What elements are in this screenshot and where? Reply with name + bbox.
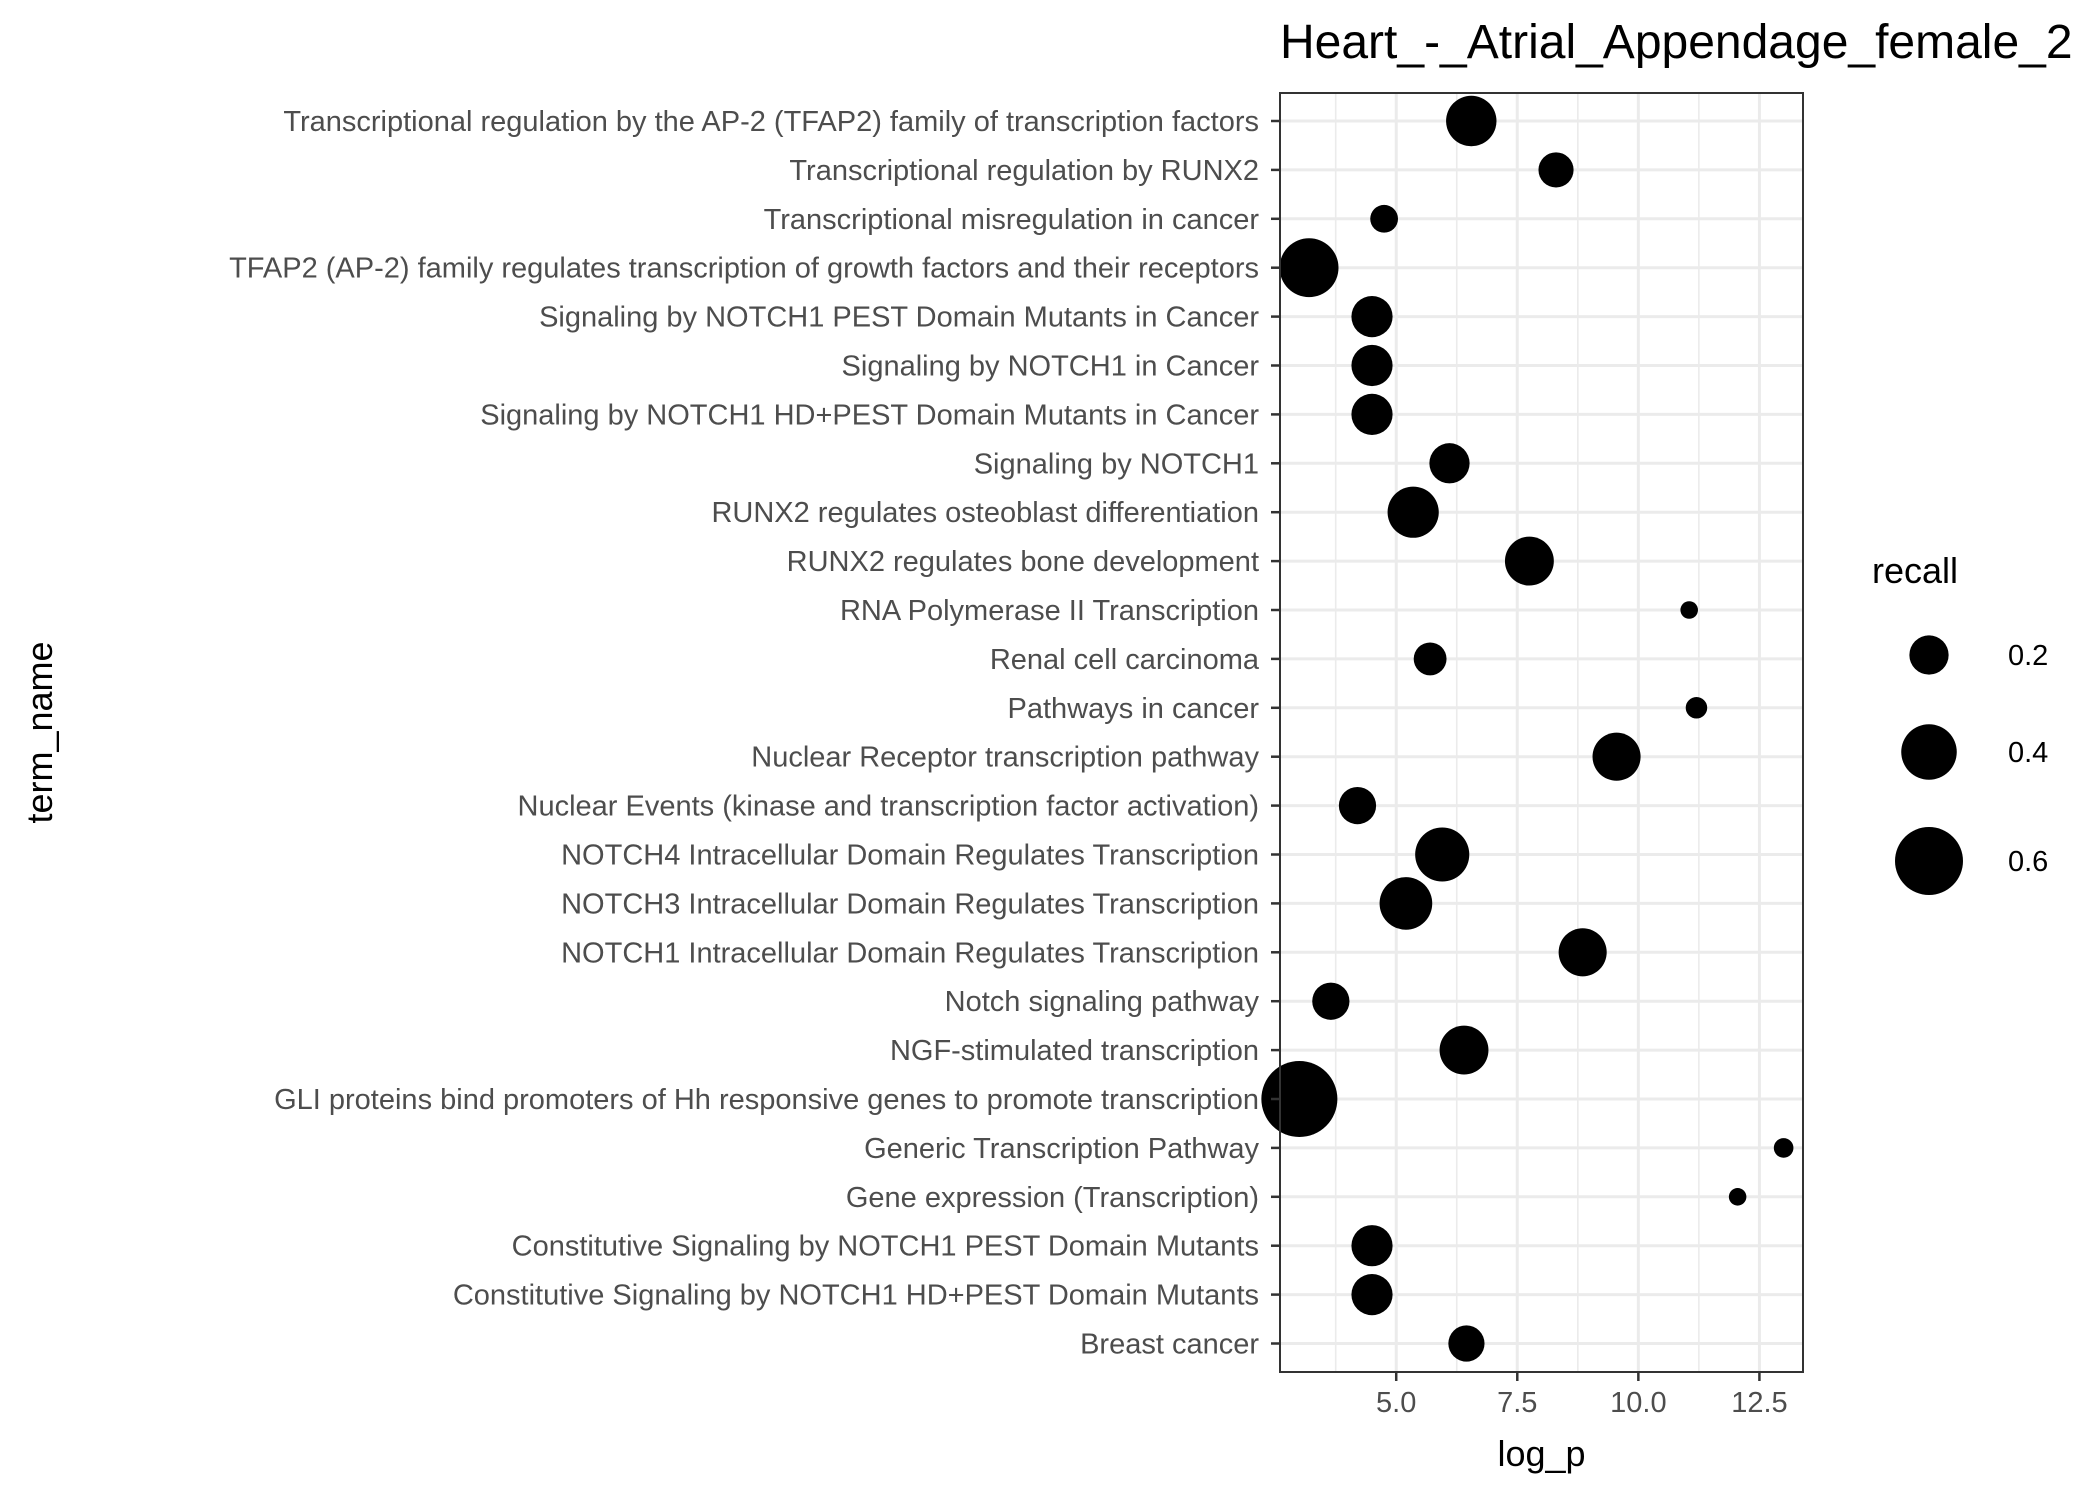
y-axis-title: term_name	[19, 641, 60, 823]
y-tick-label: Generic Transcription Pathway	[864, 1133, 1259, 1165]
x-axis: 5.0 7.5 10.0 12.5	[1376, 1372, 1788, 1419]
data-point	[1439, 1025, 1489, 1075]
data-point	[1279, 238, 1339, 298]
data-point	[1387, 486, 1439, 538]
y-tick-label: Breast cancer	[1080, 1329, 1259, 1361]
legend-label: 0.6	[2008, 846, 2048, 878]
data-point	[1680, 601, 1698, 619]
y-tick-label: Pathways in cancer	[1008, 693, 1260, 725]
x-tick-label: 5.0	[1376, 1387, 1416, 1419]
data-point	[1338, 786, 1377, 825]
y-tick-label: NOTCH4 Intracellular Domain Regulates Tr…	[561, 840, 1259, 872]
size-legend: recall 0.2 0.4 0.6	[1872, 550, 2048, 895]
x-tick-label: 7.5	[1497, 1387, 1537, 1419]
data-point	[1773, 1138, 1794, 1158]
chart-title: Heart_-_Atrial_Appendage_female_2	[1280, 16, 2073, 69]
y-tick-label: Transcriptional regulation by the AP-2 (…	[283, 106, 1259, 138]
y-tick-label: Signaling by NOTCH1 in Cancer	[842, 351, 1260, 383]
data-point	[1351, 344, 1393, 387]
legend-key	[1909, 635, 1949, 675]
y-tick-label: Signaling by NOTCH1	[974, 448, 1259, 480]
x-tick-label: 12.5	[1731, 1387, 1787, 1419]
plot-panel-border	[1279, 92, 1804, 1373]
data-point	[1446, 95, 1497, 147]
legend-title: recall	[1872, 550, 1958, 591]
data-point	[1351, 1225, 1393, 1267]
x-tick-label: 10.0	[1610, 1387, 1666, 1419]
y-tick-label: Transcriptional misregulation in cancer	[764, 204, 1260, 236]
data-points	[1261, 95, 1794, 1362]
data-point	[1592, 732, 1641, 781]
data-point	[1448, 1325, 1485, 1362]
y-tick-label: GLI proteins bind promoters of Hh respon…	[274, 1084, 1259, 1116]
y-tick-label: NOTCH1 Intracellular Domain Regulates Tr…	[561, 937, 1259, 969]
y-tick-label: Transcriptional regulation by RUNX2	[789, 155, 1259, 187]
y-tick-label: RUNX2 regulates bone development	[787, 546, 1259, 578]
y-tick-label: Gene expression (Transcription)	[846, 1182, 1259, 1214]
y-tick-label: NGF-stimulated transcription	[890, 1035, 1259, 1067]
data-point	[1351, 1274, 1393, 1316]
data-point	[1538, 152, 1574, 188]
data-point	[1351, 296, 1393, 338]
y-tick-label: NOTCH3 Intracellular Domain Regulates Tr…	[561, 888, 1259, 920]
y-tick-label: Renal cell carcinoma	[990, 644, 1260, 676]
data-point	[1379, 877, 1433, 930]
x-axis-title: log_p	[1497, 1433, 1585, 1474]
legend-key	[1895, 827, 1963, 895]
y-tick-label: Nuclear Events (kinase and transcription…	[518, 791, 1259, 823]
data-point	[1351, 393, 1393, 435]
data-point	[1504, 536, 1554, 586]
data-point	[1558, 928, 1607, 977]
data-point	[1685, 697, 1708, 719]
y-tick-label: RUNX2 regulates osteoblast differentiati…	[711, 497, 1259, 529]
legend-label: 0.4	[2008, 737, 2048, 769]
data-point	[1312, 982, 1350, 1020]
y-tick-label: Signaling by NOTCH1 HD+PEST Domain Mutan…	[480, 399, 1259, 431]
data-point	[1728, 1188, 1747, 1206]
y-tick-label: Notch signaling pathway	[945, 986, 1260, 1018]
legend-label: 0.2	[2008, 640, 2048, 672]
data-point	[1415, 827, 1470, 882]
y-tick-label: RNA Polymerase II Transcription	[840, 595, 1259, 627]
y-tick-label: Signaling by NOTCH1 PEST Domain Mutants …	[539, 302, 1259, 334]
legend-key	[1901, 724, 1957, 780]
y-axis: Transcriptional regulation by the AP-2 (…	[229, 106, 1280, 1361]
data-point	[1370, 204, 1398, 233]
data-point	[1413, 642, 1447, 676]
data-point	[1429, 443, 1470, 484]
y-tick-label: Constitutive Signaling by NOTCH1 PEST Do…	[512, 1231, 1259, 1263]
y-tick-label: Constitutive Signaling by NOTCH1 HD+PEST…	[453, 1280, 1259, 1312]
y-tick-label: Nuclear Receptor transcription pathway	[751, 742, 1259, 774]
y-tick-label: TFAP2 (AP-2) family regulates transcript…	[229, 253, 1259, 285]
